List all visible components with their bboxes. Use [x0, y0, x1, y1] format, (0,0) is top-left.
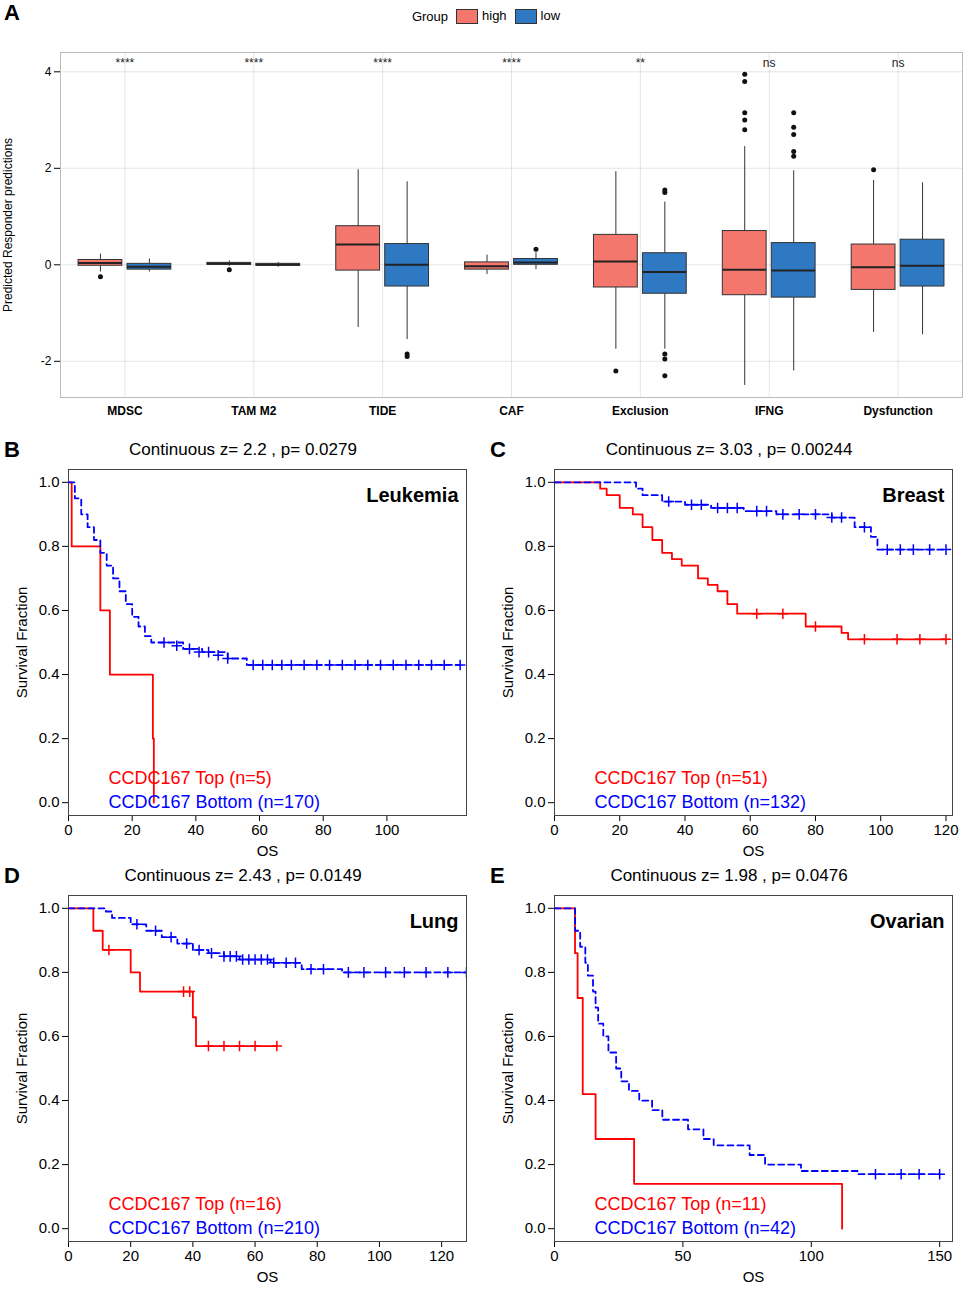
svg-text:ns: ns: [892, 56, 905, 70]
svg-text:OS: OS: [257, 1268, 279, 1285]
svg-text:2: 2: [45, 161, 52, 175]
svg-text:**: **: [636, 56, 646, 70]
svg-text:0.4: 0.4: [39, 665, 60, 682]
svg-text:Lung: Lung: [410, 910, 459, 932]
svg-text:CCDC167 Top (n=11): CCDC167 Top (n=11): [595, 1194, 767, 1214]
svg-text:0: 0: [550, 821, 558, 838]
svg-text:0: 0: [64, 821, 72, 838]
svg-text:4: 4: [45, 65, 52, 79]
svg-text:****: ****: [244, 56, 263, 70]
svg-text:0.4: 0.4: [39, 1091, 60, 1108]
svg-text:Predicted Responder prediction: Predicted Responder predictions: [1, 138, 15, 312]
html-text:low: low: [540, 8, 561, 23]
svg-text:Survival Fraction: Survival Fraction: [13, 587, 30, 699]
svg-text:40: 40: [188, 821, 205, 838]
svg-text:1.0: 1.0: [525, 473, 546, 490]
svg-text:0.8: 0.8: [39, 537, 60, 554]
html-text:E: E: [490, 863, 505, 888]
svg-text:0.0: 0.0: [525, 793, 546, 810]
svg-text:0.6: 0.6: [525, 1027, 546, 1044]
svg-text:CCDC167 Bottom (n=42): CCDC167 Bottom (n=42): [595, 1218, 797, 1238]
svg-text:0.6: 0.6: [39, 1027, 60, 1044]
svg-text:0.8: 0.8: [525, 963, 546, 980]
svg-text:60: 60: [251, 821, 268, 838]
svg-text:0.2: 0.2: [39, 729, 60, 746]
svg-text:0: 0: [64, 1247, 72, 1264]
html-text:Continuous z= 3.03 , p= 0.0024: Continuous z= 3.03 , p= 0.00244: [605, 440, 853, 459]
svg-text:0: 0: [550, 1247, 558, 1264]
svg-text:0.2: 0.2: [525, 729, 546, 746]
svg-text:Survival Fraction: Survival Fraction: [499, 587, 516, 699]
svg-text:Survival Fraction: Survival Fraction: [13, 1013, 30, 1125]
svg-text:****: ****: [502, 56, 521, 70]
svg-text:1.0: 1.0: [39, 473, 60, 490]
svg-text:120: 120: [933, 821, 958, 838]
html-text:D: D: [4, 863, 20, 888]
svg-text:0.0: 0.0: [525, 1219, 546, 1236]
html-text:B: B: [4, 437, 20, 462]
svg-text:CCDC167 Top (n=16): CCDC167 Top (n=16): [109, 1194, 282, 1214]
html-text:A: A: [4, 0, 20, 25]
svg-text:****: ****: [373, 56, 392, 70]
svg-text:0.6: 0.6: [525, 601, 546, 618]
svg-text:Dysfunction: Dysfunction: [863, 404, 932, 418]
svg-text:100: 100: [374, 821, 399, 838]
svg-text:Leukemia: Leukemia: [366, 484, 459, 506]
svg-text:CCDC167 Top (n=5): CCDC167 Top (n=5): [109, 768, 272, 788]
svg-text:60: 60: [247, 1247, 264, 1264]
svg-text:-2: -2: [41, 354, 52, 368]
svg-text:Survival Fraction: Survival Fraction: [499, 1013, 516, 1125]
svg-text:CAF: CAF: [499, 404, 524, 418]
svg-text:1.0: 1.0: [39, 899, 60, 916]
svg-text:CCDC167 Bottom (n=132): CCDC167 Bottom (n=132): [595, 792, 807, 812]
svg-text:20: 20: [122, 1247, 139, 1264]
svg-text:0.2: 0.2: [525, 1155, 546, 1172]
svg-text:100: 100: [367, 1247, 392, 1264]
html-text:Continuous z= 2.43 , p= 0.0149: Continuous z= 2.43 , p= 0.0149: [124, 866, 362, 885]
svg-text:CCDC167 Top (n=51): CCDC167 Top (n=51): [595, 768, 768, 788]
svg-text:OS: OS: [743, 842, 765, 859]
svg-text:0.0: 0.0: [39, 793, 60, 810]
svg-text:100: 100: [868, 821, 893, 838]
svg-text:80: 80: [807, 821, 824, 838]
svg-text:20: 20: [124, 821, 141, 838]
svg-text:OS: OS: [743, 1268, 765, 1285]
svg-text:Exclusion: Exclusion: [612, 404, 669, 418]
svg-text:0: 0: [45, 258, 52, 272]
svg-text:ns: ns: [763, 56, 776, 70]
svg-text:TAM M2: TAM M2: [231, 404, 276, 418]
html-text:high: high: [482, 8, 507, 23]
svg-text:150: 150: [927, 1247, 952, 1264]
svg-text:0.8: 0.8: [525, 537, 546, 554]
html-text:Continuous z= 2.2 , p= 0.0279: Continuous z= 2.2 , p= 0.0279: [129, 440, 357, 459]
html-text:Group: Group: [411, 8, 448, 24]
svg-text:120: 120: [429, 1247, 454, 1264]
svg-text:60: 60: [742, 821, 759, 838]
svg-text:40: 40: [185, 1247, 202, 1264]
svg-text:100: 100: [799, 1247, 824, 1264]
svg-text:CCDC167 Bottom (n=210): CCDC167 Bottom (n=210): [109, 1218, 321, 1238]
html-text:C: C: [490, 437, 506, 462]
svg-text:20: 20: [611, 821, 628, 838]
svg-text:Ovarian: Ovarian: [870, 910, 944, 932]
svg-text:0.8: 0.8: [39, 963, 60, 980]
svg-text:CCDC167 Bottom (n=170): CCDC167 Bottom (n=170): [109, 792, 321, 812]
html-text:Continuous z= 1.98 , p= 0.0476: Continuous z= 1.98 , p= 0.0476: [610, 866, 848, 885]
svg-text:OS: OS: [257, 842, 279, 859]
svg-text:0.6: 0.6: [39, 601, 60, 618]
svg-text:Breast: Breast: [882, 484, 945, 506]
svg-text:0.4: 0.4: [525, 665, 546, 682]
svg-text:****: ****: [116, 56, 135, 70]
svg-text:40: 40: [677, 821, 694, 838]
svg-text:0.0: 0.0: [39, 1219, 60, 1236]
svg-text:0.4: 0.4: [525, 1091, 546, 1108]
svg-text:MDSC: MDSC: [107, 404, 143, 418]
svg-text:50: 50: [675, 1247, 692, 1264]
svg-text:IFNG: IFNG: [755, 404, 784, 418]
svg-text:1.0: 1.0: [525, 899, 546, 916]
svg-text:TIDE: TIDE: [369, 404, 396, 418]
svg-text:80: 80: [309, 1247, 326, 1264]
svg-text:0.2: 0.2: [39, 1155, 60, 1172]
svg-text:80: 80: [315, 821, 332, 838]
